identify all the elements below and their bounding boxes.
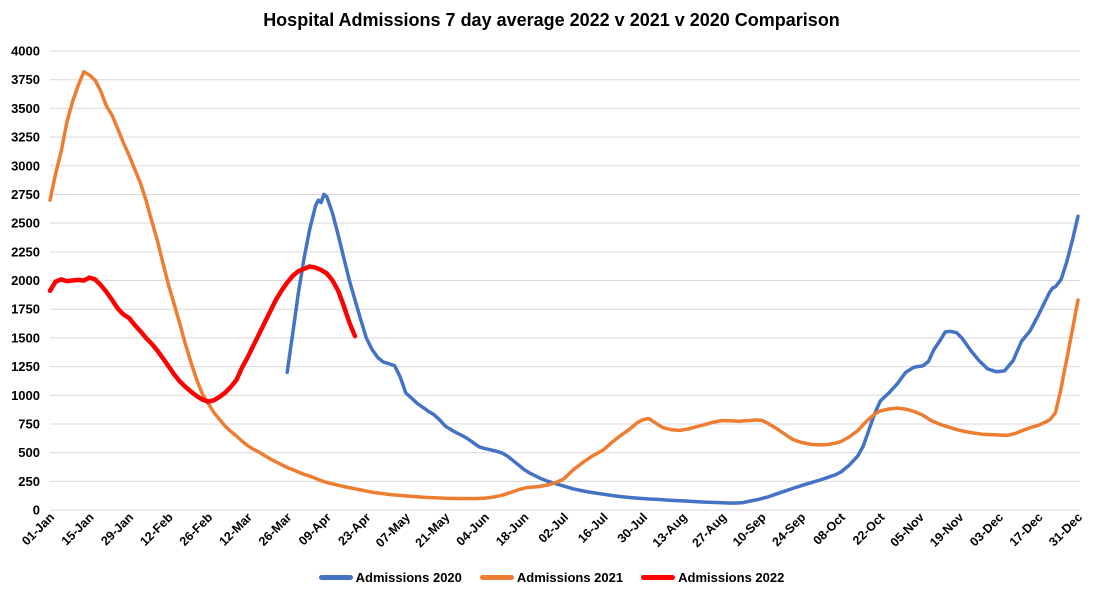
legend-swatch-admissions-2021 [479,575,514,580]
y-axis-tick-label: 0 [33,503,40,518]
legend-swatch-admissions-2022 [641,575,676,580]
series-line-admissions-2022 [47,264,358,404]
y-axis-tick-label: 1750 [11,302,40,317]
x-axis-tick-label: 24-Sep [769,510,808,549]
y-axis-tick-label: 4000 [11,44,40,59]
chart-legend: Admissions 2020 Admissions 2021 Admissions… [0,570,1103,585]
x-axis-tick-label: 18-Jun [493,510,531,548]
y-axis-tick-label: 2750 [11,187,40,202]
x-axis-tick-label: 10-Sep [730,510,769,549]
legend-label-admissions-2021: Admissions 2021 [516,570,624,585]
x-axis-tick-label: 31-Dec [1046,510,1085,549]
legend-item-admissions-2021[interactable]: Admissions 2021 [479,570,624,585]
x-axis-tick-label: 26-Feb [177,510,216,549]
x-axis-tick-label: 29-Jan [98,510,136,548]
y-axis-tick-label: 3750 [11,72,40,87]
series-line-admissions-2021 [48,69,1080,501]
chart-title: Hospital Admissions 7 day average 2022 v… [263,10,840,30]
series-line-admissions-2020 [285,192,1080,505]
y-axis-tick-label: 3250 [11,130,40,145]
legend-label-admissions-2022: Admissions 2022 [678,570,785,585]
legend-swatch-admissions-2020 [318,575,353,580]
x-axis-tick-label: 16-Jul [575,510,610,545]
x-axis-tick-label: 17-Dec [1007,510,1046,549]
x-axis-tick-label: 04-Jun [454,510,492,548]
x-axis-tick-label: 08-Oct [810,510,848,548]
x-axis-tick-label: 26-Mar [256,510,294,548]
legend-item-admissions-2020[interactable]: Admissions 2020 [318,570,462,585]
x-axis-tick-label: 12-Feb [137,510,176,549]
x-axis-tick-label: 23-Apr [336,510,374,548]
legend-item-admissions-2022[interactable]: Admissions 2022 [641,570,784,585]
y-axis-tick-label: 250 [18,474,40,489]
legend-label-admissions-2020: Admissions 2020 [355,570,462,585]
y-axis-tick-label: 1500 [11,330,40,345]
x-axis-tick-label: 21-May [413,510,453,550]
x-axis-tick-label: 15-Jan [59,510,97,548]
x-axis-tick-label: 12-Mar [216,510,254,548]
x-axis-tick-label: 30-Jul [615,510,650,545]
y-axis-tick-label: 750 [18,416,40,431]
y-axis-tick-label: 2250 [11,244,40,259]
y-axis-tick-label: 1000 [11,388,40,403]
y-axis-tick-label: 500 [18,445,40,460]
y-axis-tick-label: 3500 [11,101,40,116]
y-axis-tick-label: 1250 [11,359,40,374]
y-axis-tick-label: 2500 [11,216,40,231]
x-axis-tick-label: 27-Aug [689,510,729,550]
x-axis-tick-label: 07-May [373,510,413,550]
x-axis-tick-label: 09-Apr [296,510,334,548]
x-axis-tick-label: 03-Dec [967,510,1006,549]
x-axis-tick-label: 13-Aug [650,510,690,550]
x-axis-tick-label: 05-Nov [888,510,927,549]
x-axis-tick-label: 02-Jul [536,510,571,545]
x-axis-tick-label: 19-Nov [927,510,966,549]
y-axis-tick-label: 3000 [11,158,40,173]
x-axis-tick-label: 22-Oct [850,510,888,548]
y-axis-tick-label: 2000 [11,273,40,288]
